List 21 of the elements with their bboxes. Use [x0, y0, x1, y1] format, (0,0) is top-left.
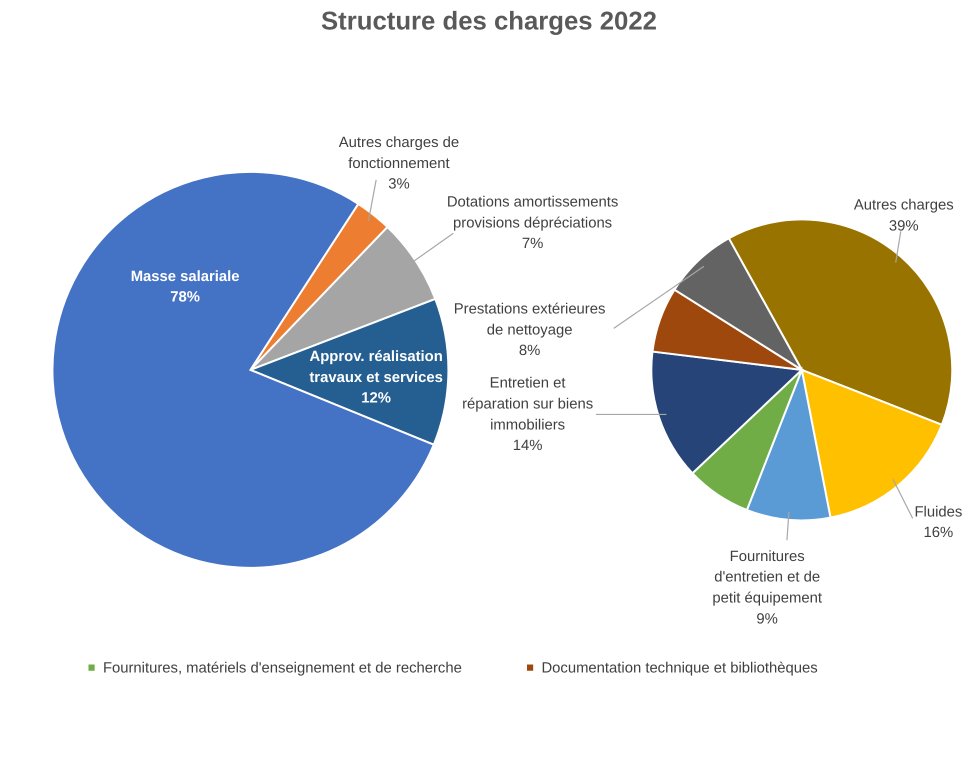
data-label: 12%: [361, 390, 391, 407]
data-label: 78%: [170, 290, 200, 306]
data-label: 14%: [512, 438, 542, 454]
slice-label: Dotations amortissements provisions dépréciations: [446, 194, 618, 232]
chart-title: Structure des charges 2022: [321, 7, 657, 36]
slice-label: Approv. réalisation travaux et services: [309, 348, 443, 386]
data-label: 8%: [518, 343, 540, 360]
slice-label: Prestations extérieures de nettoyage: [454, 301, 606, 338]
slice-label: Fluides: [914, 504, 962, 520]
slice-label: Masse salariale: [130, 268, 240, 285]
data-label: 9%: [756, 611, 778, 628]
legend-label: Documentation technique et bibliothèques: [541, 660, 818, 677]
slice-label: Autres charges de fonctionnement: [338, 135, 460, 172]
slice-label: Autres charges: [854, 198, 954, 214]
data-label: 16%: [924, 525, 954, 542]
slice-label: Entretien et réparation sur biens immobiliers: [462, 376, 594, 434]
data-label: 3%: [388, 176, 410, 193]
slice-label: Fournitures d'entretien et de petit équipement: [712, 548, 823, 607]
data-label: 7%: [522, 236, 544, 252]
data-label: 39%: [888, 218, 919, 234]
legend-label: Fournitures, matériels d'enseignement et de recherche: [102, 660, 462, 677]
